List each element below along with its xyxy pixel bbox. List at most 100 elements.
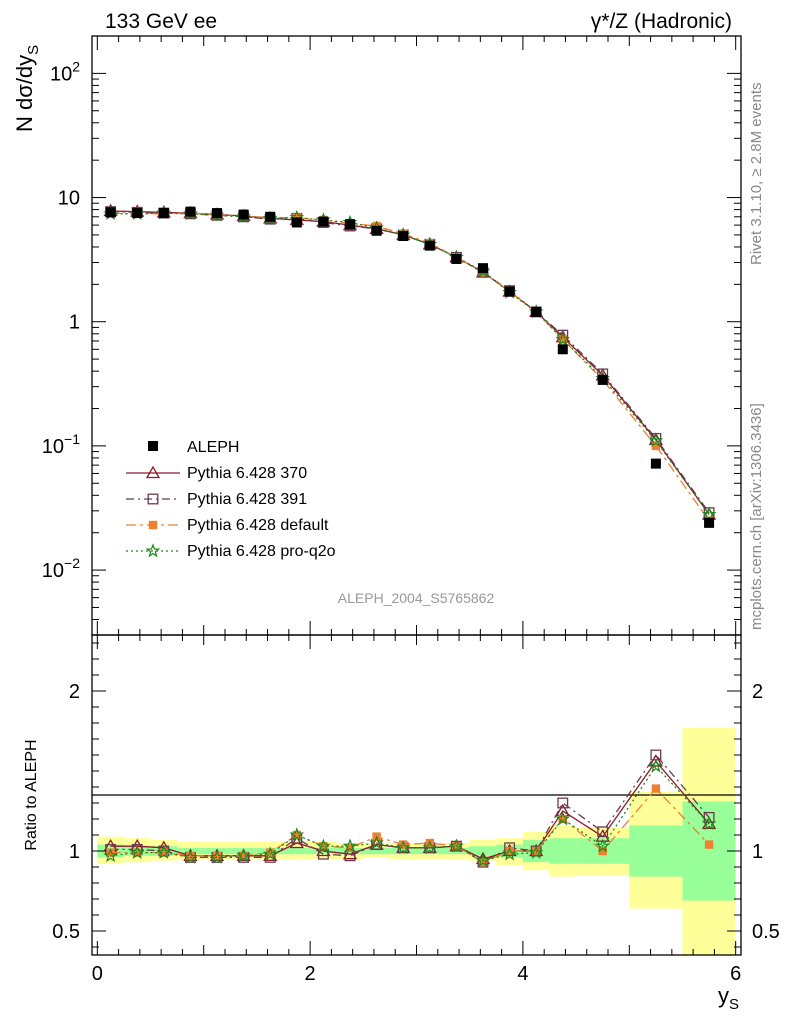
ratio-series-3-point-2 xyxy=(156,844,172,859)
legend-marker-1 xyxy=(147,493,159,505)
main-ytick-base-0: 10 xyxy=(50,63,72,85)
ratio-ytick-label-right-2: 2 xyxy=(752,681,763,703)
aleph-point-6 xyxy=(265,211,276,222)
ratio-series-3-point-5 xyxy=(236,848,251,863)
main-ytick-base-2: 1 xyxy=(69,312,80,334)
aleph-point-9 xyxy=(345,219,356,230)
aleph-point-19 xyxy=(650,458,661,469)
aleph-point-16 xyxy=(531,306,542,317)
main-series-3-point-19 xyxy=(648,433,664,447)
ratio-series-2-point-4 xyxy=(212,851,222,860)
aleph-point-11 xyxy=(398,231,409,242)
ratio-series-3-point-20 xyxy=(701,816,717,831)
ratio-series-1-point-14 xyxy=(477,856,489,868)
ratio-series-3-point-8 xyxy=(316,838,331,853)
green-band-19 xyxy=(629,825,683,877)
aleph-point-15 xyxy=(504,286,515,297)
ratio-series-1-point-17 xyxy=(557,797,569,809)
x-tick-label-3: 6 xyxy=(730,963,741,985)
ratio-ytick-label-right-1: 1 xyxy=(752,841,763,863)
ratio-ytick-labels: 0.5 0.5 1 1 2 2 xyxy=(52,681,780,943)
x-axis-label: yS xyxy=(718,983,739,1013)
main-ytick-exponent-4: −2 xyxy=(64,555,80,571)
legend-marker-0 xyxy=(145,465,161,479)
ratio-series-3-point-0 xyxy=(103,848,118,863)
ratio-series-0-point-9 xyxy=(342,846,358,860)
ratio-series-3-point-9 xyxy=(342,838,358,853)
main-ytick-exponent-3: −1 xyxy=(64,431,80,447)
ratio-series-2-point-0 xyxy=(106,848,115,857)
ratio-series-1-point-20 xyxy=(703,811,715,823)
aleph-point-1 xyxy=(132,208,143,219)
aleph-point-20 xyxy=(704,517,715,528)
aleph-point-10 xyxy=(371,225,382,236)
aleph-point-8 xyxy=(318,216,329,227)
main-ytick-label-3: 10−1 xyxy=(42,431,80,458)
legend-aleph-marker xyxy=(148,441,158,451)
main-series-3-point-17 xyxy=(555,331,571,346)
aleph-point-14 xyxy=(477,263,488,274)
mcplots-label: mcplots.cern.ch [arXiv:1306.3436] xyxy=(748,403,765,630)
legend-marker-3 xyxy=(145,543,161,558)
ratio-series-2-point-11 xyxy=(399,840,408,849)
ratio-series-2-point-17 xyxy=(558,814,567,824)
main-plot-layer xyxy=(103,203,717,528)
main-ytick-label-1: 10 xyxy=(58,188,80,210)
ratio-series-3-point-17 xyxy=(555,811,571,826)
x-tick-label-0: 0 xyxy=(92,963,103,985)
ratio-series-2-point-6 xyxy=(266,848,275,857)
green-band-17 xyxy=(549,838,577,864)
ratio-series-3-point-18 xyxy=(595,838,611,853)
ratio-series-2-point-19 xyxy=(651,784,661,793)
aleph-point-3 xyxy=(185,206,196,217)
ratio-series-3-point-3 xyxy=(183,849,198,864)
main-ytick-exponent-0: 2 xyxy=(72,58,80,74)
ratio-series-3-point-6 xyxy=(262,846,278,861)
aleph-data-points xyxy=(105,206,715,528)
ratio-series-2-point-14 xyxy=(478,858,488,867)
ratio-series-3-point-12 xyxy=(422,840,438,855)
rivet-version-label: Rivet 3.1.10, ≥ 2.8M events xyxy=(748,83,765,266)
main-series-2-point-19 xyxy=(651,441,661,451)
ratio-ytick-label-left-0: 0.5 xyxy=(52,921,80,943)
main-series-2-point-17 xyxy=(558,335,567,344)
ratio-series-3-point-19 xyxy=(648,758,664,773)
legend: ALEPH Pythia 6.428 370 Pythia 6.428 391 Pyt… xyxy=(126,439,336,560)
ratio-xtick-labels: 0 2 4 6 xyxy=(92,963,741,985)
green-band-7 xyxy=(283,847,311,855)
legend-label-2: Pythia 6.428 default xyxy=(187,517,329,534)
main-ytick-base-4: 10 xyxy=(42,560,64,582)
legend-label-0: Pythia 6.428 370 xyxy=(187,465,307,482)
ratio-ytick-label-left-2: 2 xyxy=(69,681,80,703)
header-left-label: 133 GeV ee xyxy=(105,10,217,33)
ratio-series-3-point-7 xyxy=(289,827,305,842)
main-ytick-base-3: 10 xyxy=(42,436,64,458)
main-ylabel-subscript: S xyxy=(25,45,42,55)
ratio-ticks xyxy=(92,635,741,955)
ratio-series-2-point-5 xyxy=(239,851,248,860)
ratio-series-0-point-20 xyxy=(701,816,717,829)
ratio-series-3-point-10 xyxy=(369,835,384,850)
main-ytick-label-4: 10−2 xyxy=(42,555,80,582)
ratio-panel: 0.5 0.5 1 1 2 2 0 2 4 6 Ratio to ALEPH yS xyxy=(23,634,780,1013)
ratio-series-3-point-4 xyxy=(209,849,225,864)
aleph-point-18 xyxy=(597,374,608,385)
main-ytick-label-2: 1 xyxy=(69,312,80,334)
main-series-3-point-20 xyxy=(701,506,717,521)
ratio-series-3-point-16 xyxy=(528,844,544,859)
ratio-series-3-point-11 xyxy=(395,840,411,855)
legend-aleph-label: ALEPH xyxy=(187,439,239,456)
ratio-series-0-point-7 xyxy=(289,835,304,849)
aleph-point-2 xyxy=(158,208,169,219)
ratio-series-2-point-16 xyxy=(531,846,541,856)
main-ticks xyxy=(92,35,741,636)
header-right-label: γ*/Z (Hadronic) xyxy=(591,10,732,33)
green-band-10 xyxy=(363,847,390,855)
aleph-point-5 xyxy=(238,209,249,220)
ratio-series-2-point-9 xyxy=(345,843,355,852)
ratio-plot-layer xyxy=(103,749,717,868)
ratio-series-3-point-13 xyxy=(449,838,464,853)
